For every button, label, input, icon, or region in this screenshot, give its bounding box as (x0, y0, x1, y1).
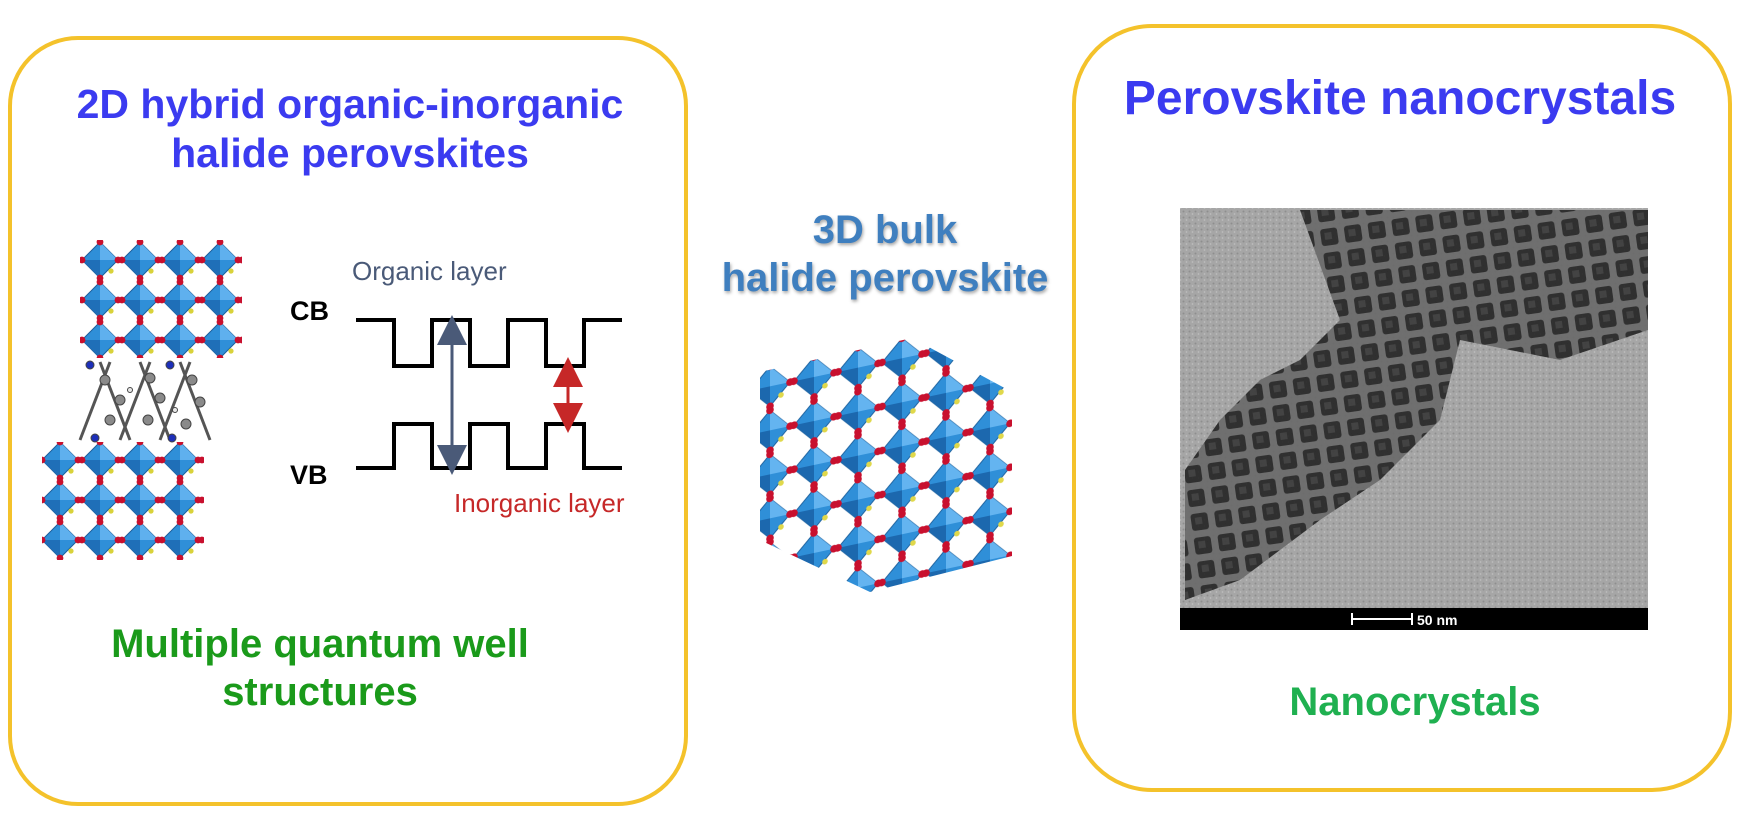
band-diagram: Organic layer CB VB Inorganic layer (290, 256, 625, 518)
organic-layer-label: Organic layer (352, 256, 507, 286)
bulk-perovskite-structure (760, 338, 1012, 592)
left-title-line1: 2D hybrid organic-inorganic (76, 81, 624, 127)
panel-2d-perovskite (8, 36, 688, 806)
scale-bar-label: 50 nm (1417, 612, 1457, 628)
mid-title-line1: 3D bulk (812, 208, 958, 252)
layered-perovskite-structure (42, 240, 242, 560)
left-title-line2: halide perovskites (171, 130, 529, 177)
cb-label: CB (290, 296, 329, 326)
inorganic-layer-label: Inorganic layer (454, 488, 625, 518)
vb-label: VB (290, 460, 328, 490)
left-panel-title: 2D hybrid organic-inorganic halide perov… (20, 80, 680, 178)
panel-nanocrystals (1072, 24, 1732, 792)
upper-inorganic-layer (80, 240, 242, 358)
organic-spacer-molecules (78, 360, 212, 443)
right-panel-caption: Nanocrystals (1289, 680, 1541, 724)
scale-bar-strip (1180, 608, 1648, 630)
bulk-perovskite-title: 3D bulk halide perovskite (700, 206, 1070, 302)
tem-micrograph: 50 nm (1180, 208, 1648, 630)
lower-inorganic-layer (42, 442, 204, 560)
left-caption-line1: Multiple quantum well (111, 622, 529, 666)
mid-title-line2: halide perovskite (721, 256, 1049, 300)
valence-band-line (356, 422, 622, 470)
left-caption-line2: structures (222, 670, 418, 714)
conduction-band-line (356, 318, 622, 368)
right-panel-title: Perovskite nanocrystals (1123, 72, 1677, 125)
left-panel-caption: Multiple quantum well structures (40, 620, 600, 716)
